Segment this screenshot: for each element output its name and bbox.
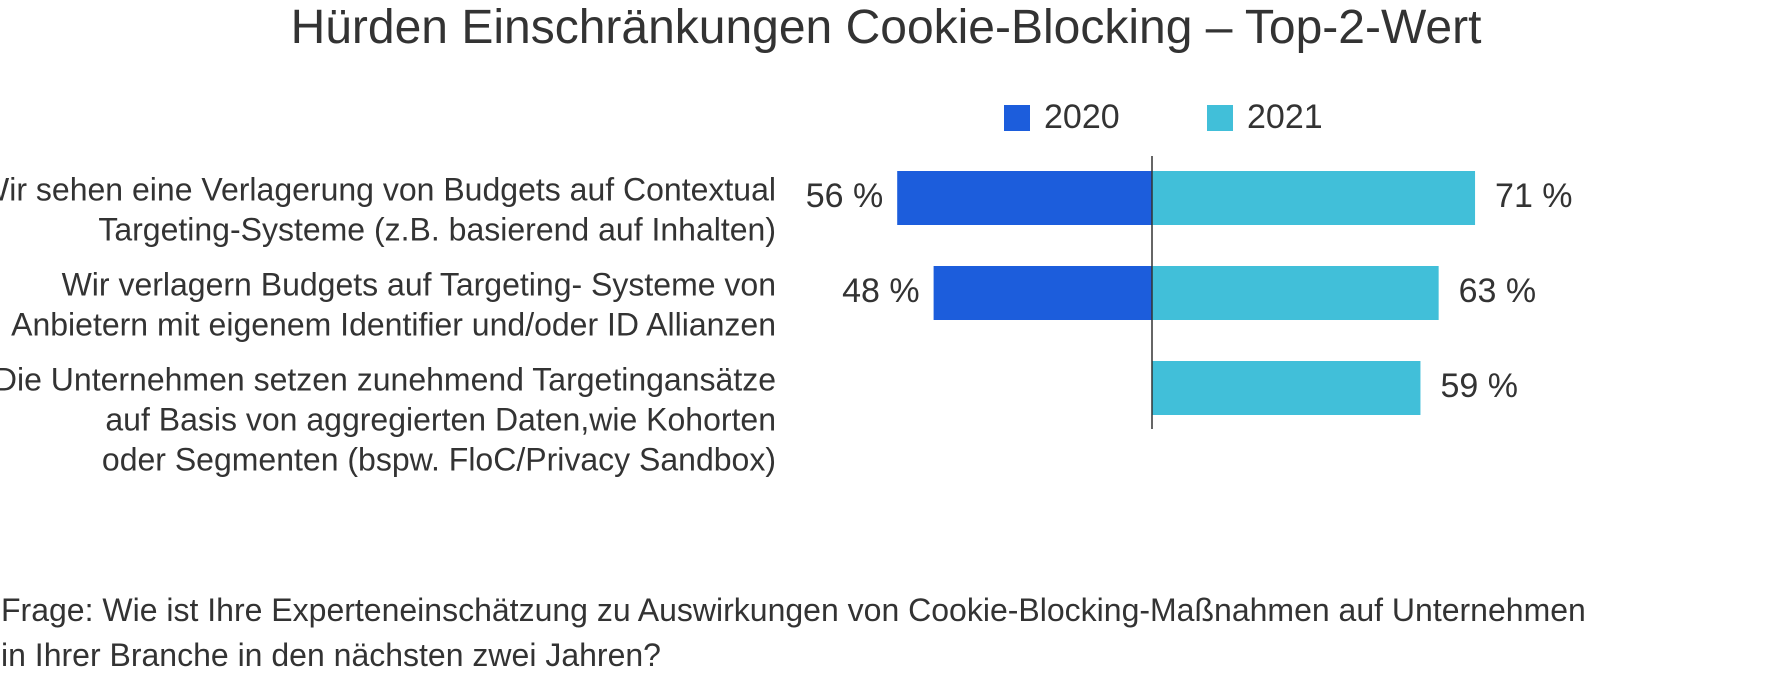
category-label: Die Unternehmen setzen zunehmend Targeti…: [0, 361, 776, 477]
category-label: Wir sehen eine Verlagerung von Budgets a…: [0, 171, 776, 247]
footnote: Frage: Wie ist Ihre Experteneinschätzung…: [1, 588, 1761, 678]
bar-2021: [1152, 361, 1421, 415]
category-label-line: Die Unternehmen setzen zunehmend Targeti…: [0, 361, 776, 397]
value-labels: 56 % 71 % 48 % 63 % 59 %: [806, 177, 1573, 405]
category-label: Wir verlagern Budgets auf Targeting- Sys…: [11, 266, 776, 342]
value-label-2021: 59 %: [1440, 367, 1518, 405]
footnote-line-2: in Ihrer Branche in den nächsten zwei Ja…: [1, 637, 661, 673]
footnote-line-1: Frage: Wie ist Ihre Experteneinschätzung…: [1, 592, 1586, 628]
category-label-line: oder Segmenten (bspw. FloC/Privacy Sandb…: [102, 441, 776, 477]
bars: [897, 171, 1476, 415]
legend-swatch-2021: [1207, 105, 1233, 131]
chart-title: Hürden Einschränkungen Cookie-Blocking –…: [291, 1, 1482, 54]
category-label-line: Wir verlagern Budgets auf Targeting- Sys…: [62, 266, 776, 302]
value-label-2021: 71 %: [1495, 177, 1573, 215]
category-label-line: auf Basis von aggregierten Daten,wie Koh…: [105, 401, 776, 437]
value-label-2020: 56 %: [806, 177, 884, 215]
value-label-2021: 63 %: [1459, 272, 1537, 310]
bar-2021: [1152, 266, 1439, 320]
bar-2020: [897, 171, 1152, 225]
category-labels: Wir sehen eine Verlagerung von Budgets a…: [0, 171, 776, 477]
legend-label-2021: 2021: [1247, 98, 1323, 136]
bar-2021: [1152, 171, 1476, 225]
category-label-line: Wir sehen eine Verlagerung von Budgets a…: [0, 171, 776, 207]
category-label-line: Targeting-Systeme (z.B. basierend auf In…: [98, 211, 776, 247]
bar-2020: [933, 266, 1152, 320]
legend: 2020 2021: [1004, 98, 1323, 136]
value-label-2020: 48 %: [842, 272, 920, 310]
legend-label-2020: 2020: [1044, 98, 1120, 136]
category-label-line: Anbietern mit eigenem Identifier und/ode…: [11, 306, 776, 342]
legend-swatch-2020: [1004, 105, 1030, 131]
